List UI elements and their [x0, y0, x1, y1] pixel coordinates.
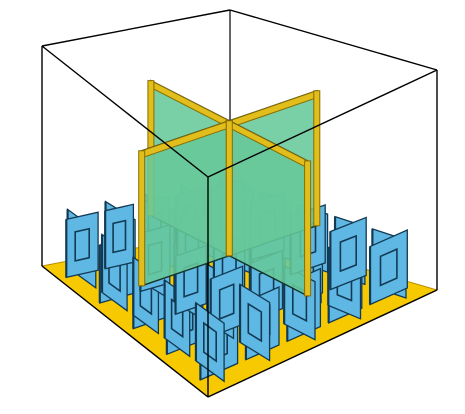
front-wireframe-layer [41, 9, 438, 398]
box-edge-top-front-left [41, 45, 209, 178]
box-edge-top-front-right [207, 69, 438, 178]
small-partition-50-window [379, 247, 398, 287]
large-partition-front-post-1 [225, 120, 233, 257]
box-edge-floor-front-left [41, 265, 209, 398]
small-partition-2 [65, 211, 99, 279]
large-partition-left-post-1 [138, 150, 146, 287]
large-partition-front-post-2 [304, 160, 312, 297]
small-partition-29-window [203, 321, 217, 363]
small-partition-37-window [247, 302, 263, 343]
small-partition-2-window [74, 227, 90, 262]
small-partition-48-window [339, 234, 358, 273]
small-partition-28-window [218, 283, 235, 321]
small-partition-6-window [112, 219, 127, 254]
large-partition-right-post-1 [313, 90, 321, 227]
box-edge-top-back-left [41, 9, 231, 47]
box-edge-top-back-right [229, 9, 438, 71]
large-partitions-layer [138, 79, 321, 298]
box-edge-floor-front-right [207, 289, 438, 398]
small-partition-6 [104, 203, 135, 270]
